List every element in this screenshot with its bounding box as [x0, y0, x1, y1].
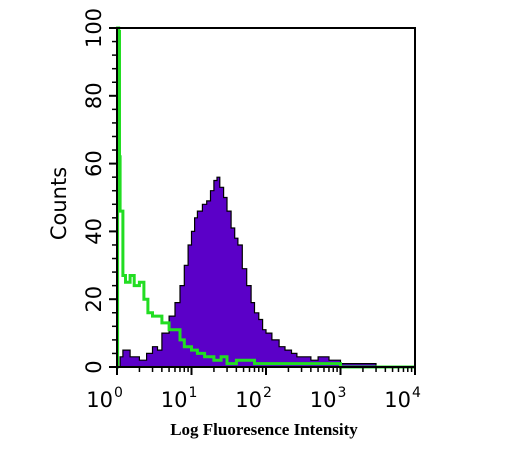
x-tick-exponent-4: 4: [412, 385, 421, 401]
x-tick-label-3: 10: [310, 388, 337, 412]
y-axis-label: Counts: [47, 167, 71, 240]
y-tick-label-3: 60: [82, 150, 106, 177]
series-layer: [116, 26, 415, 369]
y-tick-label-4: 80: [82, 82, 106, 109]
y-tick-label-0: 0: [82, 360, 106, 373]
x-tick-label-2: 10: [235, 388, 262, 412]
y-tick-label-1: 20: [82, 286, 106, 313]
x-tick-label-0: 10: [86, 388, 113, 412]
series-0-area: [117, 176, 415, 368]
x-tick-exponent-3: 3: [338, 385, 347, 401]
x-axis-label: Log Fluoresence Intensity: [170, 420, 358, 439]
x-tick-exponent-1: 1: [189, 385, 198, 401]
x-tick-label-1: 10: [161, 388, 188, 412]
series-1-line: [116, 26, 415, 369]
y-tick-label-2: 40: [82, 218, 106, 245]
x-tick-exponent-0: 0: [114, 385, 123, 401]
y-tick-label-5: 100: [82, 8, 106, 48]
x-tick-exponent-2: 2: [263, 385, 272, 401]
x-tick-label-4: 10: [384, 388, 411, 412]
